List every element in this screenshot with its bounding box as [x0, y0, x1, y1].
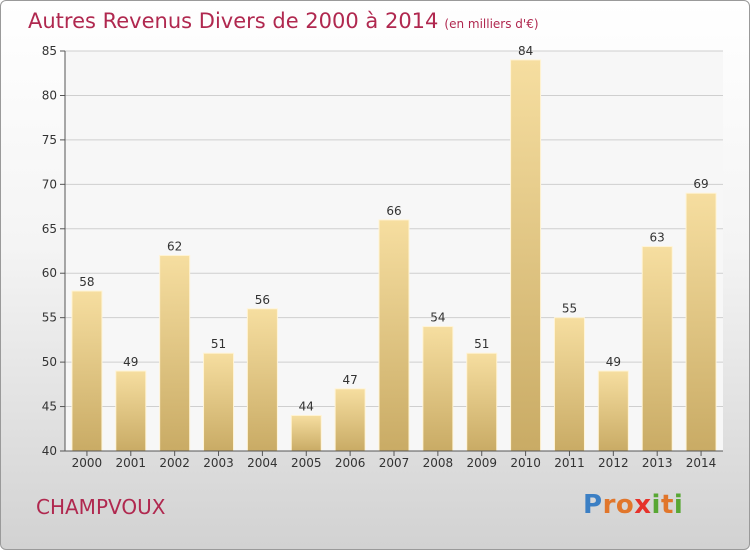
y-tick-label: 70 [42, 177, 57, 191]
y-tick-label: 50 [42, 355, 57, 369]
y-tick-label: 55 [42, 311, 57, 325]
y-tick-label: 65 [42, 222, 57, 236]
x-tick-label: 2014 [686, 456, 717, 470]
x-tick-label: 2004 [247, 456, 278, 470]
data-label: 47 [342, 373, 357, 387]
x-tick-label: 2009 [466, 456, 497, 470]
data-label: 58 [79, 275, 94, 289]
data-label: 63 [650, 231, 665, 245]
proxiti-logo: Proxiti [583, 490, 683, 520]
bar [290, 414, 322, 452]
x-tick-label: 2010 [510, 456, 541, 470]
logo-letter: i [673, 490, 684, 520]
logo-letter: P [583, 490, 603, 520]
y-tick-label: 60 [42, 266, 57, 280]
bar [422, 326, 454, 452]
data-label: 51 [474, 337, 489, 351]
y-tick-label: 75 [42, 133, 57, 147]
bar [378, 219, 410, 452]
bar [71, 290, 103, 452]
data-label: 49 [123, 355, 138, 369]
x-tick-label: 2001 [116, 456, 147, 470]
logo-letter: o [615, 490, 635, 520]
data-label: 44 [299, 399, 314, 413]
logo-letter: r [602, 490, 616, 520]
bar [159, 254, 191, 452]
x-tick-label: 2002 [159, 456, 190, 470]
bar [641, 246, 673, 452]
x-tick-label: 2008 [423, 456, 454, 470]
data-label: 66 [386, 204, 401, 218]
x-tick-label: 2007 [379, 456, 410, 470]
bar [510, 59, 542, 452]
data-label: 62 [167, 239, 182, 253]
x-tick-label: 2003 [203, 456, 234, 470]
data-label: 69 [693, 177, 708, 191]
data-label: 54 [430, 311, 445, 325]
x-tick-label: 2006 [335, 456, 366, 470]
y-tick-label: 40 [42, 444, 57, 458]
data-label: 56 [255, 293, 270, 307]
bar [553, 317, 585, 452]
bar [246, 308, 278, 452]
commune-name: CHAMPVOUX [36, 495, 166, 519]
y-tick-label: 85 [42, 44, 57, 58]
data-label: 51 [211, 337, 226, 351]
x-tick-label: 2000 [72, 456, 103, 470]
bar [466, 352, 498, 452]
chart-title: Autres Revenus Divers de 2000 à 2014 [28, 9, 439, 33]
y-tick-label: 80 [42, 88, 57, 102]
chart-title-block: Autres Revenus Divers de 2000 à 2014 (en … [28, 9, 539, 33]
bar [115, 370, 147, 452]
bar [685, 192, 717, 452]
bar [203, 352, 235, 452]
y-tick-label: 45 [42, 400, 57, 414]
logo-letter: i [651, 490, 661, 520]
data-label: 49 [606, 355, 621, 369]
x-tick-label: 2011 [554, 456, 585, 470]
x-tick-label: 2013 [642, 456, 673, 470]
data-label: 84 [518, 44, 533, 58]
chart-subtitle: (en milliers d'€) [444, 17, 539, 31]
x-tick-label: 2012 [598, 456, 629, 470]
x-tick-label: 2005 [291, 456, 322, 470]
bar [334, 388, 366, 452]
logo-letter: x [634, 490, 652, 520]
logo-letter: t [660, 490, 674, 520]
bar [597, 370, 629, 452]
data-label: 55 [562, 302, 577, 316]
